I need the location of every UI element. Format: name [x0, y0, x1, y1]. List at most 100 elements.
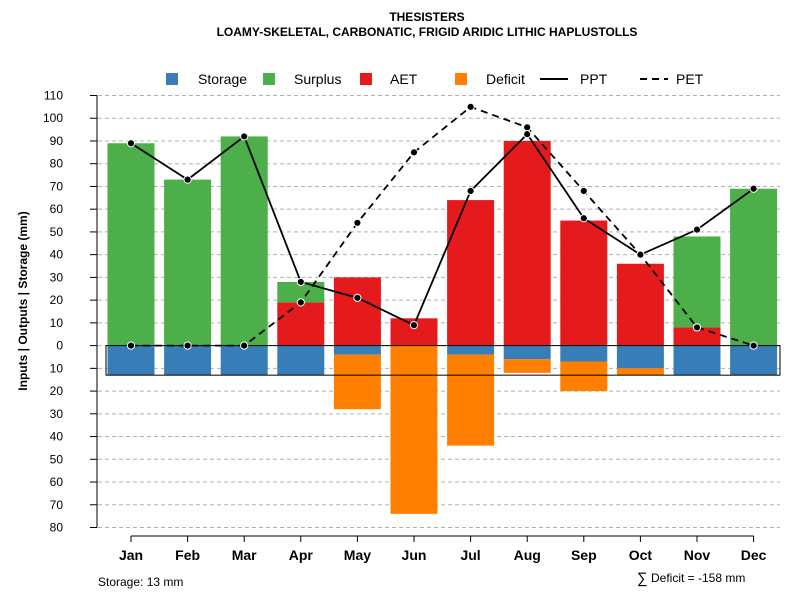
point-ppt-oct: [636, 250, 645, 259]
x-tick-label-dec: Dec: [741, 547, 767, 563]
y-tick-label: 110: [44, 89, 63, 103]
point-pet-apr: [296, 298, 305, 307]
y-tick-label: 50: [50, 452, 64, 466]
point-pet-dec: [749, 341, 758, 350]
bar-surplus-dec: [730, 188, 778, 346]
point-pet-jun: [409, 148, 419, 157]
legend-swatch-surplus: [263, 73, 275, 85]
line-points: [126, 102, 758, 350]
bar-storage-may: [333, 345, 381, 355]
legend-label-surplus: Surplus: [294, 71, 341, 87]
y-tick-label: 80: [50, 157, 64, 171]
plot-area: [98, 95, 781, 528]
point-ppt-may: [353, 293, 362, 302]
y-axis-label: Inputs | Outputs | Storage (mm): [16, 211, 30, 390]
line-ppt: [130, 132, 755, 327]
bar-surplus-apr: [277, 281, 325, 303]
y-tick-label: 20: [50, 384, 64, 398]
x-tick-label-nov: Nov: [684, 547, 711, 563]
bar-storage-apr: [277, 345, 325, 376]
point-pet-may: [353, 218, 362, 227]
point-pet-mar: [240, 341, 249, 350]
point-ppt-jul: [466, 186, 475, 196]
legend-swatch-storage: [166, 73, 178, 85]
y-tick-label: 70: [50, 498, 64, 512]
bar-aet-sep: [560, 220, 608, 346]
bar-deficit-oct: [616, 368, 664, 376]
y-tick-label: 0: [56, 339, 63, 353]
x-tick-label-jun: Jun: [402, 547, 427, 563]
storage-capacity-box: [105, 345, 781, 376]
point-ppt-dec: [749, 184, 758, 193]
bar-storage-aug: [503, 345, 551, 360]
x-tick-label-mar: Mar: [232, 547, 257, 563]
legend-label-pet: PET: [676, 71, 704, 87]
bar-storage-mar: [220, 345, 268, 376]
y-tick-label: 30: [50, 270, 64, 284]
y-tick-label: 10: [50, 361, 64, 375]
line-series: [130, 105, 755, 347]
bar-storage-nov: [673, 345, 721, 376]
point-pet-jul: [466, 102, 475, 111]
point-ppt-nov: [692, 225, 702, 234]
point-ppt-jun: [409, 321, 419, 330]
gridlines: [98, 95, 780, 528]
legend-swatch-deficit: [455, 73, 467, 85]
chart-title: THESISTERS: [389, 10, 464, 24]
bar-aet-apr: [277, 302, 325, 346]
deficit-note: Deficit = -158 mm: [651, 571, 745, 585]
point-ppt-sep: [579, 214, 588, 223]
x-tick-label-jan: Jan: [119, 547, 143, 563]
x-tick-label-may: May: [344, 547, 371, 563]
x-tick-label-apr: Apr: [289, 547, 314, 563]
legend-swatch-aet: [360, 73, 372, 85]
point-pet-sep: [579, 186, 588, 196]
y-tick-label: 60: [50, 475, 64, 489]
point-ppt-jan: [126, 139, 136, 148]
bar-deficit-aug: [503, 359, 551, 373]
bar-deficit-sep: [560, 361, 608, 392]
y-tick-label: 80: [50, 521, 64, 535]
x-tick-label-oct: Oct: [629, 547, 653, 563]
y-tick-label: 60: [50, 202, 64, 216]
bar-storage-dec: [730, 345, 778, 376]
point-pet-nov: [692, 323, 702, 332]
bar-storage-feb: [164, 345, 212, 376]
y-tick-label: 30: [50, 407, 64, 421]
bar-surplus-mar: [220, 136, 268, 346]
legend-label-ppt: PPT: [580, 71, 608, 87]
y-tick-label: 50: [50, 225, 64, 239]
point-pet-jan: [126, 341, 136, 350]
legend: Storage Surplus AET Deficit PPT PET: [166, 71, 704, 87]
bar-aet-may: [333, 277, 381, 346]
x-tick-label-jul: Jul: [460, 547, 480, 563]
point-ppt-feb: [183, 175, 192, 184]
bar-storage-sep: [560, 345, 608, 362]
bar-deficit-may: [333, 354, 381, 410]
y-tick-label: 10: [50, 316, 64, 330]
point-pet-feb: [183, 341, 192, 350]
legend-label-storage: Storage: [198, 71, 247, 87]
deficit-sum-symbol: ∑: [637, 570, 648, 587]
legend-label-aet: AET: [390, 71, 418, 87]
line-pet: [131, 105, 754, 347]
bar-storage-jan: [107, 345, 155, 376]
x-axis: Jan Feb Mar Apr May Jun Jul Aug Sep Oct Nov Dec: [119, 535, 767, 563]
bar-deficit-jul: [447, 354, 495, 446]
y-axis: 1101009080706050403020100102030405060708…: [43, 89, 98, 535]
x-tick-label-aug: Aug: [514, 547, 541, 563]
bar-deficit-jun: [390, 345, 438, 514]
x-tick-label-sep: Sep: [571, 547, 597, 563]
bar-surplus-nov: [673, 236, 721, 328]
bar-aet-aug: [503, 140, 551, 346]
x-tick-label-feb: Feb: [175, 547, 200, 563]
bars: [107, 136, 778, 514]
point-ppt-aug: [523, 130, 532, 139]
y-tick-label: 40: [50, 430, 64, 444]
bar-storage-jul: [447, 345, 495, 355]
y-tick-label: 90: [50, 134, 64, 148]
bar-surplus-jan: [107, 143, 155, 346]
y-tick-label: 70: [50, 179, 64, 193]
point-pet-aug: [523, 123, 532, 132]
